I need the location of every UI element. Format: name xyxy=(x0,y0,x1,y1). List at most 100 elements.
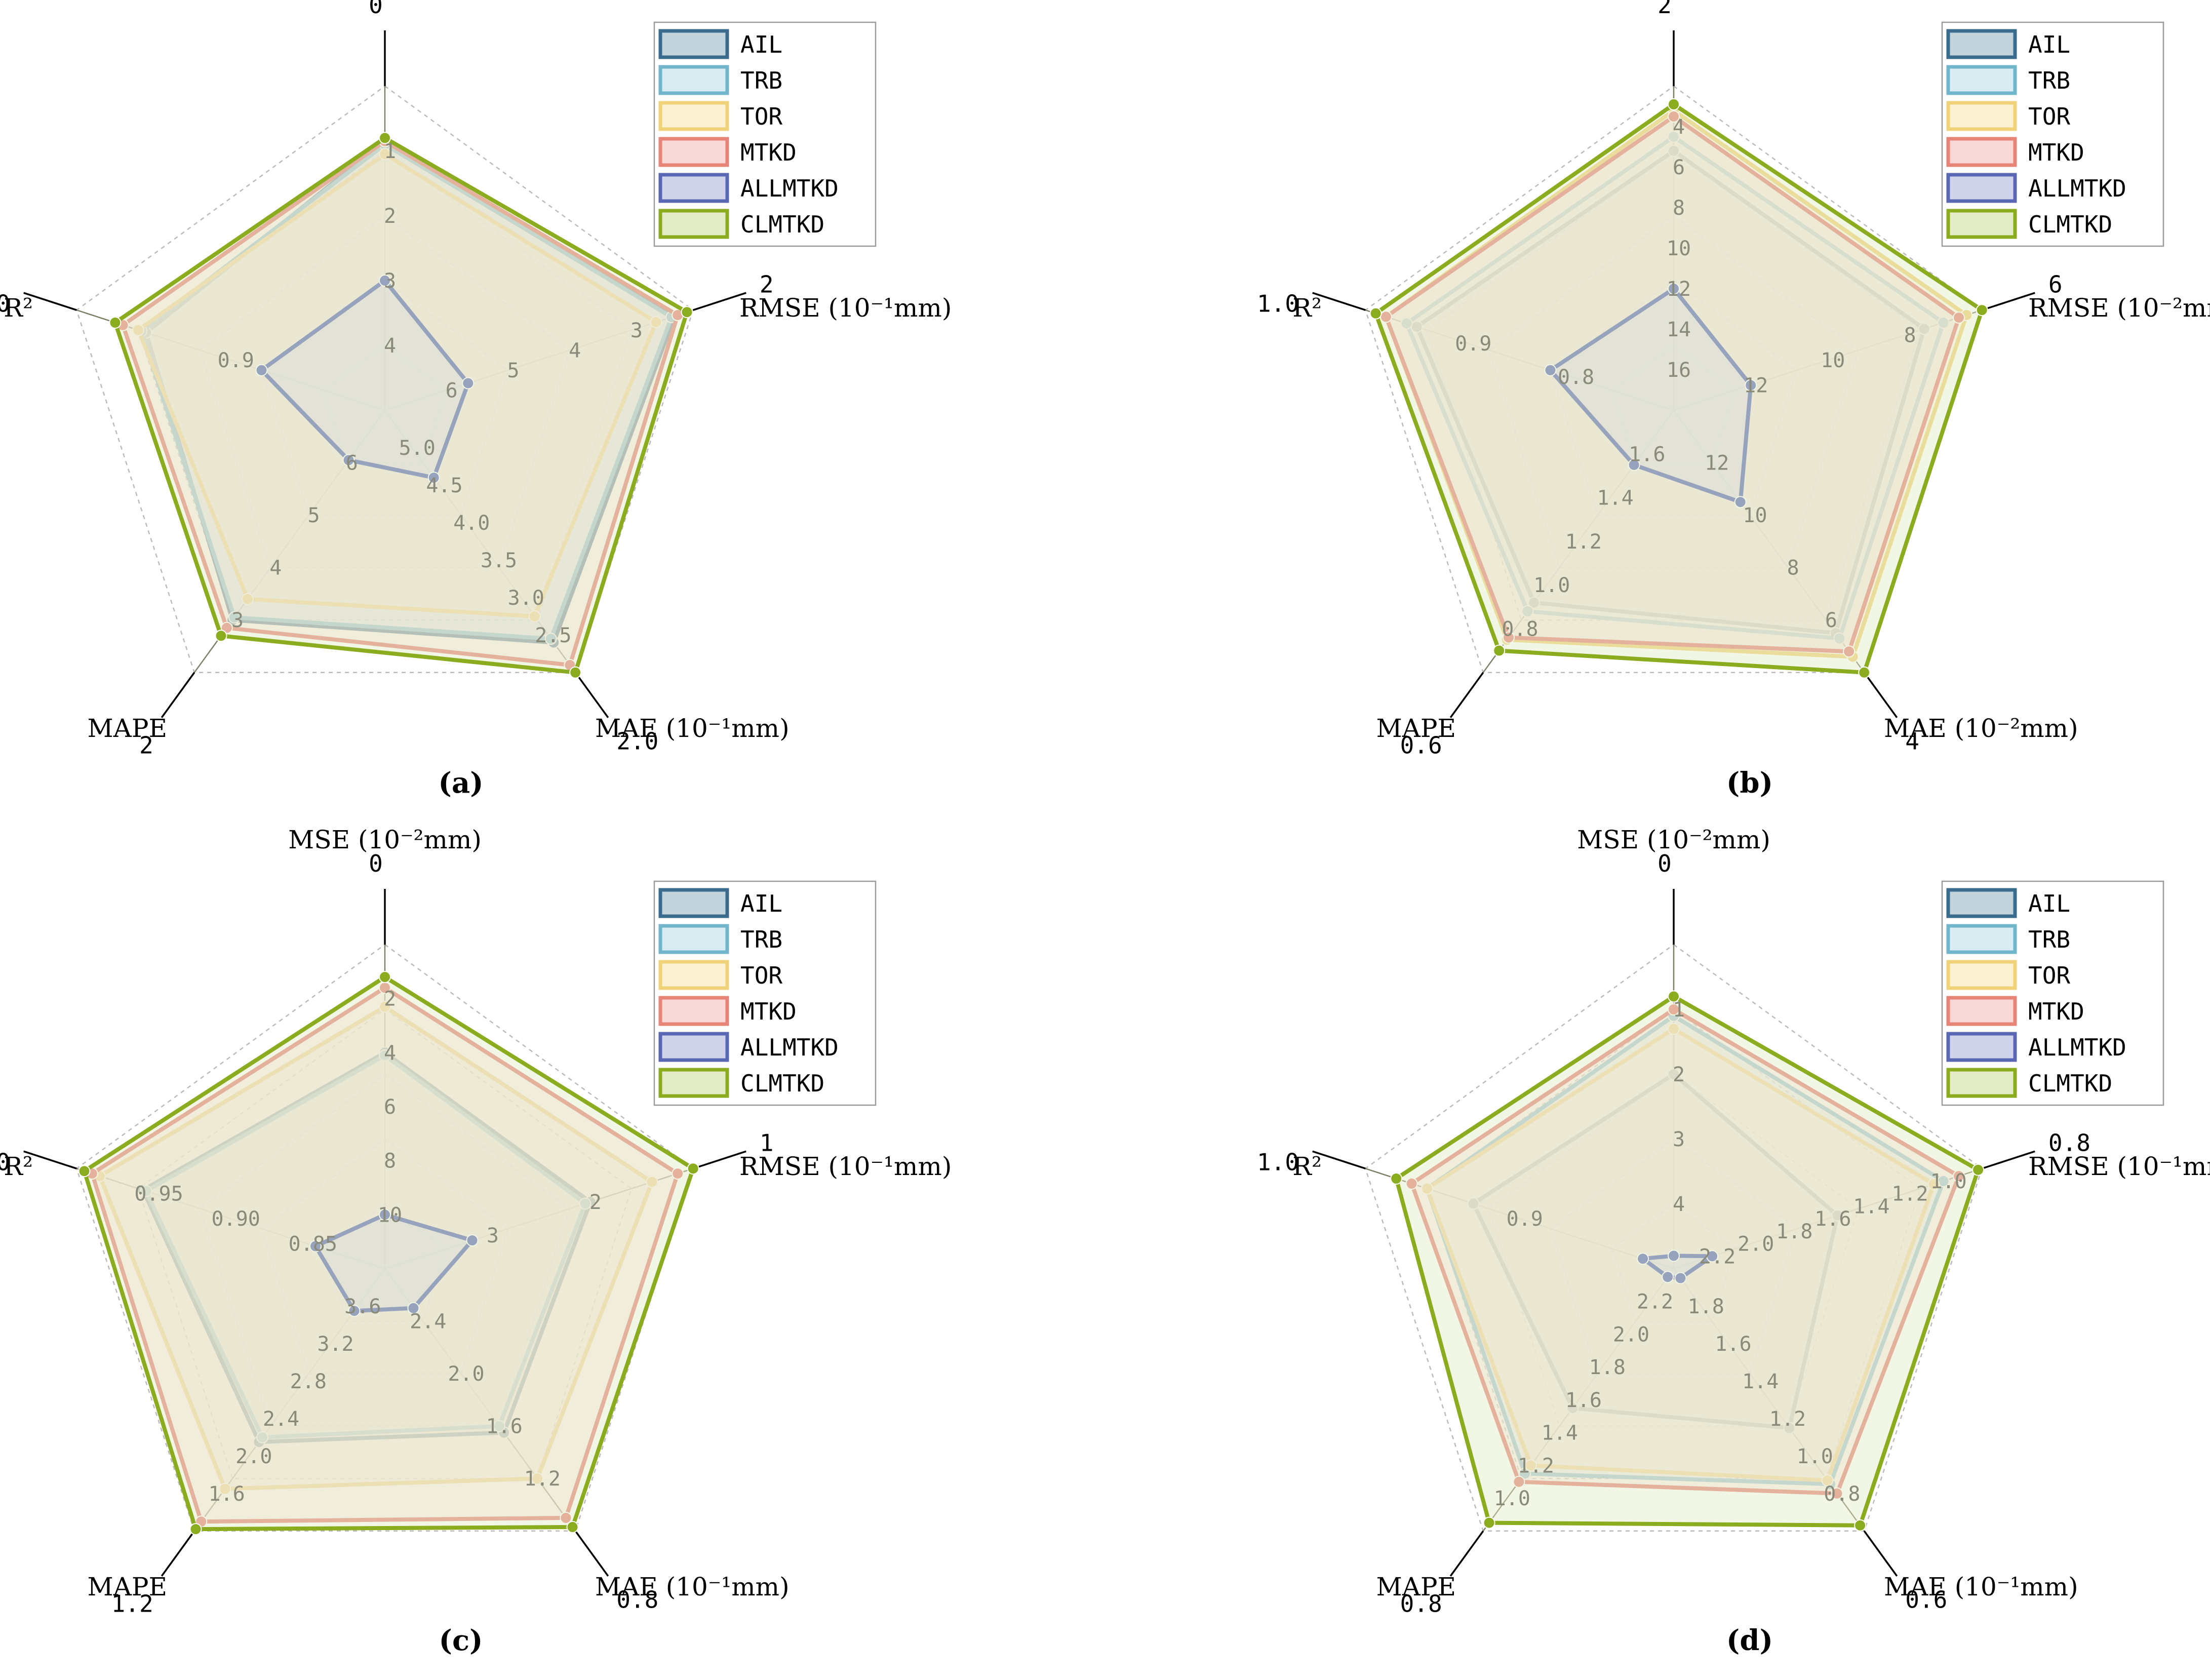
tick-label: 1.6 xyxy=(486,1415,523,1438)
axis-line xyxy=(23,292,77,311)
tick-label: 1.0 xyxy=(1797,1445,1833,1468)
legend-swatch xyxy=(1946,209,2017,239)
legend-swatch xyxy=(658,137,729,167)
tick-label: 3 xyxy=(630,319,643,342)
panel-caption: (c) xyxy=(439,1624,483,1657)
legend: AIL TRB TOR MTKD ALLMTKD CLMTKD xyxy=(1941,880,2164,1106)
series-clmtkd xyxy=(78,971,699,1536)
axis-line xyxy=(574,1530,609,1577)
data-point xyxy=(342,454,355,466)
legend-label: ALLMTKD xyxy=(740,175,839,202)
series-allmtkd xyxy=(1544,283,1757,509)
legend-label: ALLMTKD xyxy=(2028,1034,2126,1061)
tick-labels: 1 2 3 4 0 3 4 5 6 2 2.5 3.0 3.5 4.0 4.5 5.0 2.0 3 4 5 6 2 0.9 1… xyxy=(0,0,774,759)
axis-line xyxy=(1863,1530,1898,1577)
tick-label: 4 xyxy=(384,1041,396,1065)
legend-swatch xyxy=(1946,924,2017,954)
data-point xyxy=(348,1305,361,1317)
legend-swatch xyxy=(658,65,729,95)
data-point xyxy=(1745,379,1757,392)
legend-label: TOR xyxy=(2028,103,2070,130)
axis-title: RMSE (10⁻¹mm) xyxy=(2028,1152,2210,1181)
series-area-mtkd xyxy=(90,986,680,1524)
legend-label: CLMTKD xyxy=(740,211,824,238)
series-area-ail xyxy=(1471,1072,1840,1430)
tick-label: 4.0 xyxy=(453,512,490,535)
tick-label: 4 xyxy=(269,557,282,580)
tick-label: 1.0 xyxy=(1494,1487,1530,1510)
series-area-clmtkd xyxy=(1373,102,1984,675)
legend-label: CLMTKD xyxy=(740,1070,824,1097)
tick-label: 6 xyxy=(1825,609,1837,632)
axis-title: MSE (10⁻²mm) xyxy=(1577,825,1770,854)
data-point xyxy=(140,1185,152,1197)
data-point xyxy=(1674,1272,1687,1284)
tick-label: 1.6 xyxy=(1629,443,1665,466)
tick-label: 12 xyxy=(1705,452,1729,475)
data-point xyxy=(1390,1173,1403,1185)
axis-corner-tick: 0 xyxy=(1658,850,1672,877)
axis-corner-tick: 1.00 xyxy=(0,1149,10,1176)
series-trb xyxy=(140,1049,591,1443)
axis-line xyxy=(1863,672,1898,718)
axis-corner-tick: 2 xyxy=(1658,0,1672,19)
data-point xyxy=(1831,1209,1844,1222)
tick-label: 6 xyxy=(346,452,358,475)
tick-label: 2.0 xyxy=(1738,1233,1774,1256)
tick-label: 8 xyxy=(1673,197,1685,220)
axis-title: MAPE xyxy=(1376,714,1456,743)
grid-ring xyxy=(261,1138,509,1375)
legend-frame xyxy=(653,880,877,1106)
data-point xyxy=(1668,990,1680,1003)
tick-label: 1.4 xyxy=(1853,1195,1889,1218)
data-point xyxy=(1854,1519,1867,1532)
data-point xyxy=(242,593,254,605)
radar-panel-d: 123401.01.21.41.61.82.02.20.80.81.01.21.… xyxy=(1257,825,2210,1657)
grid-ring xyxy=(137,1008,633,1479)
data-point xyxy=(78,1165,91,1178)
tick-label: 1.0 xyxy=(1533,574,1570,597)
legend-label: TOR xyxy=(2028,962,2070,989)
series-area-clmtkd xyxy=(113,136,689,675)
tick-label: 8 xyxy=(1904,324,1916,347)
tick-label: 1.4 xyxy=(1597,487,1633,510)
tick-label: 2.2 xyxy=(1699,1245,1735,1268)
series-area-allmtkd xyxy=(313,1213,475,1313)
data-point xyxy=(1668,1068,1680,1080)
grid-ring xyxy=(1364,85,1983,674)
grid-ring xyxy=(1426,150,1921,621)
series-mtkd xyxy=(1405,1003,1965,1500)
axis-line xyxy=(574,672,609,718)
series-area-ail xyxy=(1414,149,1926,636)
data-point xyxy=(1467,1197,1480,1210)
tick-label: 0.9 xyxy=(1507,1207,1543,1231)
tick-label: 0.8 xyxy=(1502,618,1538,641)
legend-label: AIL xyxy=(2028,31,2070,58)
axis-title: R² xyxy=(4,293,33,323)
axis-corner-tick: 1.2 xyxy=(111,1590,153,1617)
legend-swatch xyxy=(658,1068,729,1098)
axis-title: R² xyxy=(4,1152,33,1181)
tick-label: 2 xyxy=(1673,1063,1685,1086)
legend-swatch xyxy=(1946,1032,2017,1062)
radar-panel-a: 1 2 3 4 0 3 4 5 6 2 2.5 3.0 3.5 4.0 4.5 5.0 2.0 3 4 5 6 2 0.9 1… xyxy=(0,0,952,800)
legend: AIL TRB TOR MTKD ALLMTKD CLMTKD xyxy=(1941,21,2164,247)
data-point xyxy=(132,324,145,336)
tick-labels: 2 4 6 8 10 0 2 3 1 1.2 1.6 2.0 2.4 0.8 1.6 2.0 2.4 2.8 3.2… xyxy=(0,850,774,1617)
tick-labels: 123401.01.21.41.61.82.02.20.80.81.01.21.… xyxy=(1257,850,2090,1617)
series-allmtkd xyxy=(309,1208,479,1317)
tick-label: 1.6 xyxy=(1715,1333,1751,1356)
data-point xyxy=(379,971,391,983)
tick-label: 12 xyxy=(1667,278,1691,301)
tick-label: 14 xyxy=(1667,318,1691,341)
grid-ring xyxy=(1611,344,1737,463)
tick-label: 1.2 xyxy=(1518,1454,1554,1477)
series-area-mtkd xyxy=(1384,114,1961,654)
series-area-ail xyxy=(141,1050,593,1444)
legend-label: TRB xyxy=(2028,926,2070,953)
data-point xyxy=(544,633,557,645)
data-point xyxy=(687,1162,699,1175)
data-point xyxy=(1668,1023,1680,1035)
series-trb xyxy=(1400,131,1950,645)
tick-label: 2.5 xyxy=(535,624,571,647)
